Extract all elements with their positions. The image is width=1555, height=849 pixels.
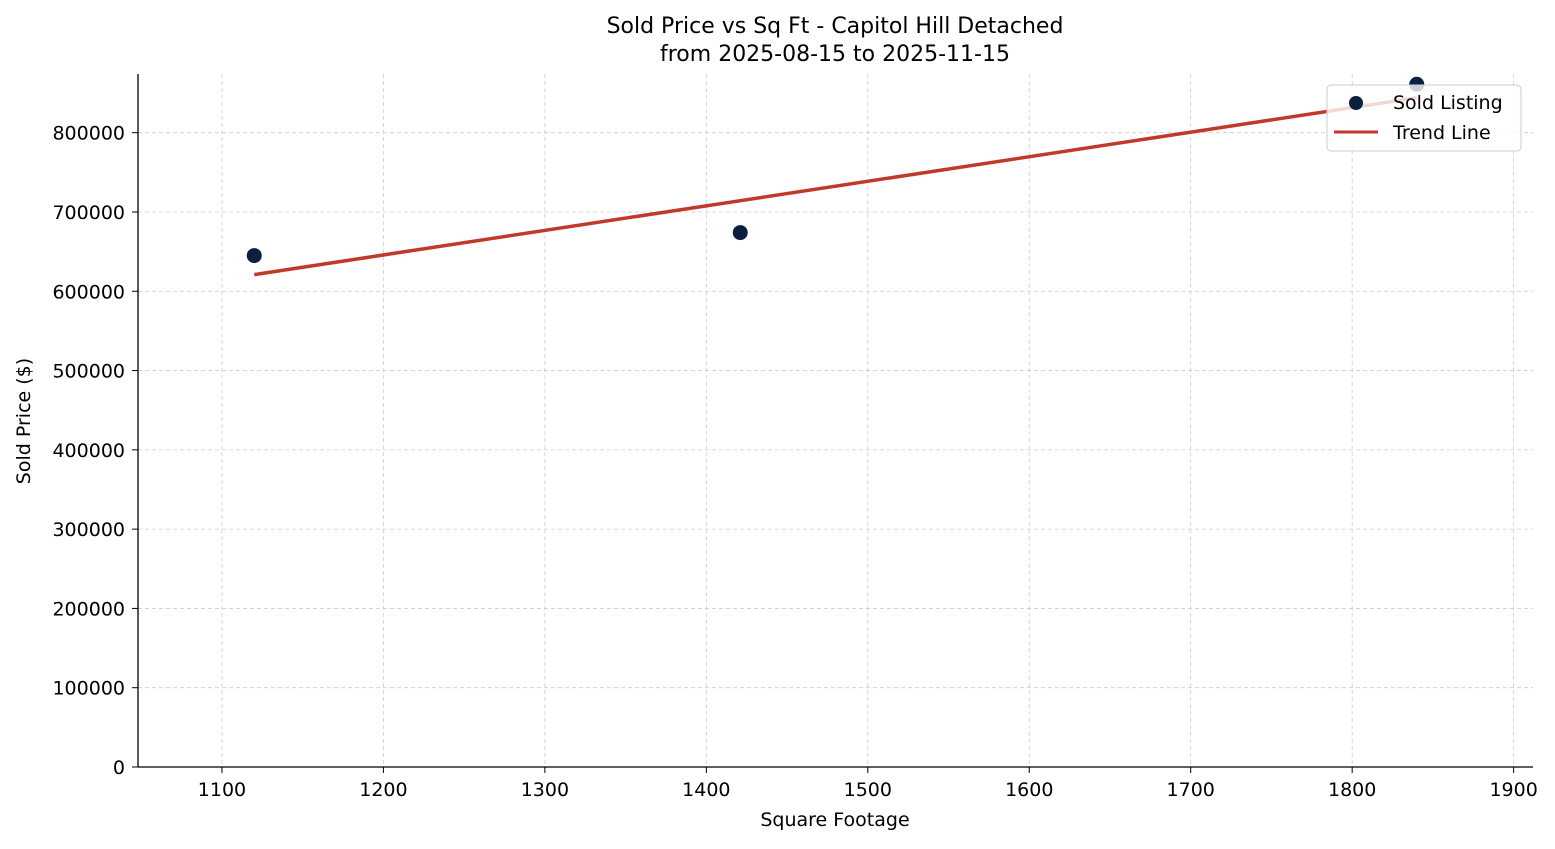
- sold-listing-point: [732, 225, 748, 241]
- x-axis-label: Square Footage: [760, 809, 909, 831]
- x-tick-label: 1100: [198, 779, 246, 801]
- legend-label-sold-listing: Sold Listing: [1393, 92, 1503, 114]
- plot-marks: [246, 76, 1425, 277]
- axes: [137, 74, 1533, 768]
- x-tick-label: 1500: [844, 779, 892, 801]
- x-tick-label: 1300: [521, 779, 569, 801]
- x-tick-label: 1700: [1167, 779, 1215, 801]
- legend-label-trend-line: Trend Line: [1392, 122, 1491, 144]
- x-tick-label: 1200: [359, 779, 407, 801]
- trend-line: [253, 96, 1418, 277]
- x-tick-label: 1400: [682, 779, 730, 801]
- y-axis-label: Sold Price ($): [13, 358, 35, 484]
- legend-box: [1326, 84, 1522, 152]
- y-tick-label: 200000: [52, 598, 125, 620]
- x-tick-label: 1900: [1489, 779, 1537, 801]
- chart-title: Sold Price vs Sq Ft - Capitol Hill Detac…: [607, 14, 1064, 39]
- y-tick-label: 600000: [52, 281, 125, 303]
- x-tick-label: 1800: [1328, 779, 1376, 801]
- chart-subtitle: from 2025-08-15 to 2025-11-15: [660, 42, 1010, 67]
- legend-marker-sold-listing: [1349, 96, 1363, 110]
- x-tick-label: 1600: [1005, 779, 1053, 801]
- grid: [138, 74, 1533, 767]
- ticks: 1100 1200 1300 1400 1500 1600 1700 1800 1900 0 100…: [52, 123, 1537, 801]
- y-tick-label: 800000: [52, 123, 125, 145]
- legend: Sold Listing Trend Line: [1326, 84, 1522, 152]
- sold-listing-point: [246, 248, 262, 264]
- y-tick-label: 700000: [52, 202, 125, 224]
- y-tick-label: 400000: [52, 440, 125, 462]
- y-tick-label: 300000: [52, 519, 125, 541]
- y-tick-label: 500000: [52, 361, 125, 383]
- y-tick-label: 100000: [52, 678, 125, 700]
- y-tick-label: 0: [113, 757, 125, 779]
